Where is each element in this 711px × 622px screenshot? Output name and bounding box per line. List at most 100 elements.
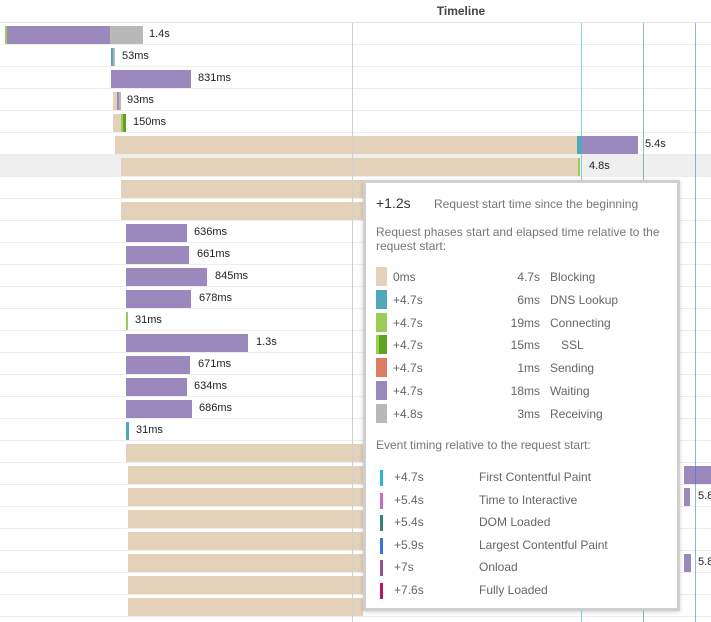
- phase-duration: 19ms: [510, 315, 540, 330]
- bar-segment-blocking: [128, 532, 363, 550]
- bar-segment-waiting: [126, 378, 187, 396]
- phase-start: +4.7s: [393, 361, 423, 376]
- duration-label: 845ms: [215, 270, 249, 282]
- phase-duration: 1ms: [517, 361, 540, 376]
- request-row[interactable]: 831ms: [0, 67, 711, 89]
- bar-segment-blocking: [113, 114, 121, 132]
- bar-segment-dns: [577, 136, 581, 154]
- phase-duration: 18ms: [510, 384, 540, 398]
- event-time: +7s: [394, 560, 414, 575]
- request-row[interactable]: 634ms: [0, 375, 711, 397]
- request-row[interactable]: [0, 199, 711, 221]
- event-time: +5.4s: [394, 515, 424, 530]
- request-row[interactable]: 678ms: [0, 287, 711, 309]
- request-row[interactable]: 5.4s: [0, 133, 711, 155]
- bar-segment-blocking: [128, 576, 363, 594]
- duration-label: 678ms: [199, 292, 233, 304]
- duration-label: 671ms: [198, 358, 232, 370]
- request-row[interactable]: [0, 441, 711, 463]
- duration-label: 31ms: [135, 314, 162, 326]
- duration-label: 661ms: [197, 248, 231, 260]
- bar-segment-blocking: [128, 466, 363, 484]
- event-marker: [380, 583, 383, 599]
- phase-row: +4.8s 3ms Receiving: [376, 403, 666, 424]
- phase-name: SSL: [561, 338, 584, 353]
- grid-line: [352, 23, 353, 622]
- duration-label: 5.8: [698, 556, 711, 568]
- event-marker: [380, 515, 383, 532]
- bar-segment-waiting: [684, 466, 711, 484]
- bar-segment-connecting: [5, 26, 7, 44]
- request-row[interactable]: [0, 463, 711, 485]
- phase-name: Waiting: [550, 384, 590, 398]
- phase-row: +4.7s 15ms SSL: [376, 335, 666, 355]
- phase-row: +4.7s 19ms Connecting: [376, 312, 666, 333]
- request-row[interactable]: 93ms: [0, 89, 711, 111]
- request-row[interactable]: 5.8: [0, 551, 711, 573]
- bar-segment-blocking: [126, 444, 363, 462]
- event-marker: [380, 492, 383, 509]
- bar-segment-waiting: [126, 224, 187, 242]
- request-row[interactable]: 661ms: [0, 243, 711, 265]
- bar-segment-waiting: [684, 554, 691, 572]
- phase-duration: 3ms: [517, 406, 540, 421]
- bar-segment-blocking: [121, 202, 363, 220]
- request-row[interactable]: [0, 573, 711, 595]
- request-row[interactable]: 671ms: [0, 353, 711, 375]
- request-row[interactable]: [0, 595, 711, 617]
- bar-segment-blocking: [121, 158, 578, 176]
- phase-swatch: [376, 289, 387, 309]
- event-row: +5.4s DOM Loaded: [378, 513, 668, 532]
- request-row[interactable]: 686ms: [0, 397, 711, 419]
- request-row[interactable]: [0, 177, 711, 199]
- request-row[interactable]: 4.8s: [0, 155, 711, 177]
- event-marker: [380, 470, 383, 486]
- phase-name: Sending: [550, 361, 595, 376]
- bar-segment-blocking: [128, 488, 363, 506]
- bar-segment-dns: [126, 422, 129, 440]
- phase-start: +4.8s: [393, 406, 423, 421]
- largest-contentful-paint-line: [695, 23, 696, 622]
- request-row[interactable]: [0, 507, 711, 529]
- event-name: Largest Contentful Paint: [479, 537, 608, 552]
- event-name: DOM Loaded: [479, 515, 551, 530]
- request-row[interactable]: 845ms: [0, 265, 711, 287]
- event-time: +5.9s: [394, 537, 424, 552]
- duration-label: 636ms: [194, 226, 228, 238]
- event-row: +5.4s Time to Interactive: [378, 491, 668, 509]
- event-time: +7.6s: [394, 583, 424, 597]
- phase-start: +4.7s: [393, 384, 423, 398]
- request-row[interactable]: 636ms: [0, 221, 711, 243]
- duration-label: 634ms: [194, 380, 228, 392]
- request-start-description: Request start time since the beginning: [434, 197, 639, 211]
- event-marker: [380, 537, 383, 554]
- request-row[interactable]: 31ms: [0, 419, 711, 441]
- request-row[interactable]: 53ms: [0, 45, 711, 67]
- request-row[interactable]: [0, 529, 711, 551]
- request-row[interactable]: 150ms: [0, 111, 711, 133]
- waterfall-rows: 1.4s 53ms 831ms 93ms 150ms 5.4s 4.8s 636ms 661ms…: [0, 23, 711, 622]
- phase-swatch: [376, 312, 387, 332]
- phase-start: +4.7s: [393, 338, 423, 353]
- duration-label: 93ms: [127, 94, 154, 106]
- request-row[interactable]: 1.3s: [0, 331, 711, 353]
- phase-swatch: [376, 403, 387, 423]
- bar-segment-blocking: [121, 180, 363, 198]
- phase-duration: 15ms: [510, 338, 540, 353]
- bar-segment-receiving: [119, 92, 121, 110]
- bar-segment-waiting: [126, 268, 207, 286]
- bar-segment-waiting: [581, 136, 638, 154]
- bar-segment-blocking: [128, 598, 363, 616]
- request-row[interactable]: 5.8: [0, 485, 711, 507]
- request-start-time: +1.2s: [376, 195, 411, 211]
- bar-segment-connecting: [578, 158, 580, 176]
- duration-label: 53ms: [122, 50, 149, 62]
- duration-label: 1.4s: [149, 28, 170, 40]
- request-row[interactable]: 1.4s: [0, 23, 711, 45]
- request-row[interactable]: 31ms: [0, 309, 711, 331]
- event-time: +5.4s: [394, 492, 424, 507]
- bar-segment-waiting: [117, 92, 119, 110]
- phase-row: 0ms 4.7s Blocking: [376, 267, 666, 287]
- event-row: +4.7s First Contentful Paint: [378, 468, 668, 486]
- event-time: +4.7s: [394, 470, 424, 484]
